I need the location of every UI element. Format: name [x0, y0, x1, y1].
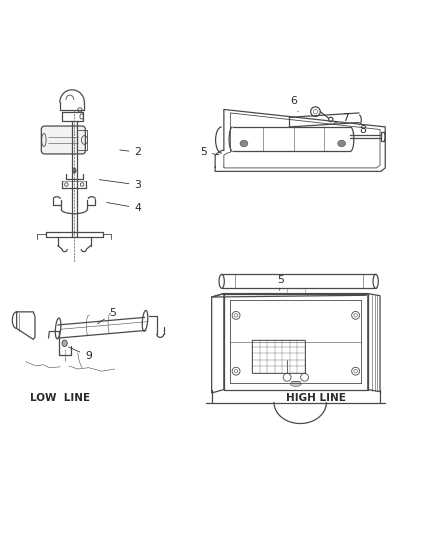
Text: 5: 5 [97, 308, 116, 324]
Ellipse shape [240, 140, 247, 147]
Text: 5: 5 [199, 147, 219, 157]
Text: 7: 7 [332, 113, 349, 124]
Text: HIGH LINE: HIGH LINE [286, 393, 346, 403]
FancyBboxPatch shape [41, 126, 85, 154]
Text: LOW  LINE: LOW LINE [30, 393, 90, 403]
Text: 2: 2 [120, 147, 141, 157]
Text: 5: 5 [276, 276, 283, 290]
Text: 4: 4 [106, 203, 141, 213]
Ellipse shape [290, 381, 300, 386]
Ellipse shape [72, 168, 76, 173]
Ellipse shape [62, 340, 67, 346]
Text: 8: 8 [352, 125, 365, 135]
Ellipse shape [337, 140, 345, 147]
Text: 3: 3 [99, 180, 141, 190]
Text: 9: 9 [68, 347, 92, 361]
Bar [252, 340, 304, 373]
Text: 6: 6 [290, 96, 297, 111]
